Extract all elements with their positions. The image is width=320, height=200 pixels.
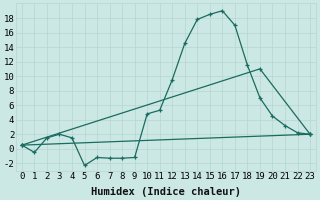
X-axis label: Humidex (Indice chaleur): Humidex (Indice chaleur) [91, 186, 241, 197]
